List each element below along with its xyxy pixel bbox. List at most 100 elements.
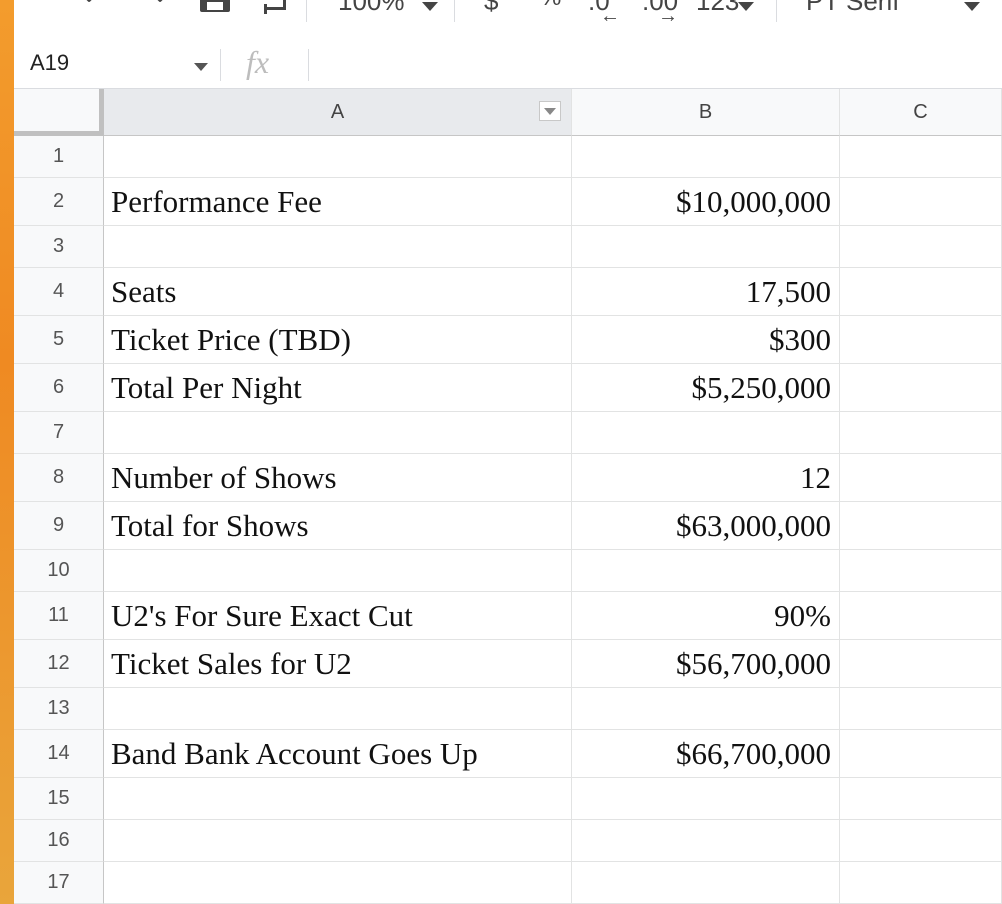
row-header[interactable]: 4: [14, 268, 104, 316]
cell-b[interactable]: 17,500: [572, 268, 840, 316]
cell-a[interactable]: [104, 226, 572, 268]
cell-c[interactable]: [840, 268, 1002, 316]
cell-c[interactable]: [840, 592, 1002, 640]
column-header-c[interactable]: C: [840, 89, 1002, 136]
cell-c[interactable]: [840, 550, 1002, 592]
cell-b[interactable]: [572, 136, 840, 178]
cell-b[interactable]: [572, 778, 840, 820]
row-header[interactable]: 16: [14, 820, 104, 862]
cell-c[interactable]: [840, 820, 1002, 862]
print-icon[interactable]: [200, 0, 230, 12]
cell-b[interactable]: $10,000,000: [572, 178, 840, 226]
cell-a[interactable]: [104, 412, 572, 454]
row-header[interactable]: 11: [14, 592, 104, 640]
row-header[interactable]: 8: [14, 454, 104, 502]
cell-a[interactable]: [104, 688, 572, 730]
cell-a[interactable]: [104, 550, 572, 592]
column-header-label: A: [330, 100, 345, 123]
cell-a[interactable]: [104, 778, 572, 820]
desktop-background-strip: [0, 0, 14, 904]
select-all-corner[interactable]: [14, 89, 104, 136]
cell-c[interactable]: [840, 862, 1002, 904]
cell-b[interactable]: $5,250,000: [572, 364, 840, 412]
row-header[interactable]: 5: [14, 316, 104, 364]
row-header[interactable]: 3: [14, 226, 104, 268]
formula-bar-divider: [220, 49, 221, 81]
cell-c[interactable]: [840, 454, 1002, 502]
redo-icon[interactable]: ↷: [142, 0, 167, 14]
row-header[interactable]: 17: [14, 862, 104, 904]
zoom-caret-icon[interactable]: [422, 2, 438, 11]
currency-format-button[interactable]: $: [484, 0, 499, 16]
cell-b[interactable]: $300: [572, 316, 840, 364]
row-header[interactable]: 13: [14, 688, 104, 730]
row-header[interactable]: 6: [14, 364, 104, 412]
decrease-decimal-button[interactable]: .0: [588, 0, 610, 16]
cell-a[interactable]: U2's For Sure Exact Cut: [104, 592, 572, 640]
cell-c[interactable]: [840, 778, 1002, 820]
cell-b[interactable]: [572, 862, 840, 904]
cell-a[interactable]: [104, 820, 572, 862]
cell-a[interactable]: Performance Fee: [104, 178, 572, 226]
font-select[interactable]: PT Serif: [806, 0, 900, 16]
cell-c[interactable]: [840, 316, 1002, 364]
cell-b[interactable]: [572, 412, 840, 454]
row-header[interactable]: 2: [14, 178, 104, 226]
row-header[interactable]: 10: [14, 550, 104, 592]
row-header[interactable]: 12: [14, 640, 104, 688]
cell-a[interactable]: Total for Shows: [104, 502, 572, 550]
undo-icon[interactable]: ↶: [82, 0, 107, 14]
cell-c[interactable]: [840, 730, 1002, 778]
cell-a[interactable]: Ticket Sales for U2: [104, 640, 572, 688]
paint-format-icon[interactable]: [264, 0, 286, 14]
row-header[interactable]: 15: [14, 778, 104, 820]
column-header-label: B: [698, 100, 713, 123]
cell-b[interactable]: $56,700,000: [572, 640, 840, 688]
column-header-a[interactable]: A: [104, 89, 572, 136]
cell-b[interactable]: 12: [572, 454, 840, 502]
cell-c[interactable]: [840, 688, 1002, 730]
cell-c[interactable]: [840, 136, 1002, 178]
row-header[interactable]: 14: [14, 730, 104, 778]
more-formats-caret-icon[interactable]: [738, 2, 754, 11]
cell-c[interactable]: [840, 226, 1002, 268]
cell-a[interactable]: Band Bank Account Goes Up: [104, 730, 572, 778]
cell-c[interactable]: [840, 640, 1002, 688]
cell-b[interactable]: $63,000,000: [572, 502, 840, 550]
percent-format-button[interactable]: %: [540, 0, 561, 12]
row-header[interactable]: 9: [14, 502, 104, 550]
cell-a[interactable]: Seats: [104, 268, 572, 316]
increase-decimal-button[interactable]: .00: [642, 0, 679, 16]
toolbar: ↶ ↷ 100% $ % .0 ← .00 → 123 PT Serif: [14, 0, 1002, 43]
row-header[interactable]: 1: [14, 136, 104, 178]
cell-b[interactable]: 90%: [572, 592, 840, 640]
cell-a[interactable]: Ticket Price (TBD): [104, 316, 572, 364]
column-header-label: C: [913, 100, 928, 123]
toolbar-divider: [454, 0, 455, 22]
formula-bar: A19 fx: [14, 42, 1002, 89]
name-box[interactable]: A19: [30, 50, 70, 75]
cell-a[interactable]: [104, 136, 572, 178]
spreadsheet-app: ↶ ↷ 100% $ % .0 ← .00 → 123 PT Serif A19…: [14, 0, 1002, 904]
cell-b[interactable]: [572, 820, 840, 862]
cell-b[interactable]: [572, 550, 840, 592]
column-header-b[interactable]: B: [572, 89, 840, 136]
cell-c[interactable]: [840, 412, 1002, 454]
zoom-select[interactable]: 100%: [338, 0, 405, 16]
formula-input[interactable]: [318, 50, 978, 80]
filter-dropdown-icon[interactable]: [539, 101, 561, 121]
row-header[interactable]: 7: [14, 412, 104, 454]
cell-c[interactable]: [840, 502, 1002, 550]
cell-c[interactable]: [840, 178, 1002, 226]
arrow-right-icon: →: [658, 5, 678, 27]
cell-b[interactable]: $66,700,000: [572, 730, 840, 778]
name-box-caret-icon[interactable]: [194, 63, 208, 71]
cell-a[interactable]: [104, 862, 572, 904]
cell-a[interactable]: Number of Shows: [104, 454, 572, 502]
cell-b[interactable]: [572, 226, 840, 268]
cell-a[interactable]: Total Per Night: [104, 364, 572, 412]
cell-c[interactable]: [840, 364, 1002, 412]
font-caret-icon[interactable]: [964, 2, 980, 11]
more-formats-button[interactable]: 123: [696, 0, 740, 16]
cell-b[interactable]: [572, 688, 840, 730]
